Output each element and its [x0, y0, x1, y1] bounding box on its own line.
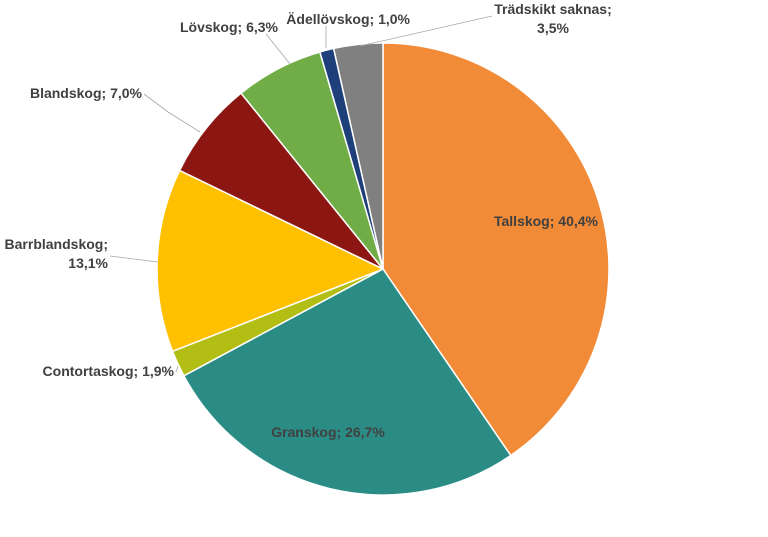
pie-slice-barrblandskog: [156, 169, 385, 353]
leader-line: [265, 33, 291, 65]
leader-line: [175, 365, 179, 373]
slice-label: Barrblandskog; 13,1%: [5, 236, 109, 271]
leader-line: [143, 93, 201, 133]
slice-label-line: Ädellövskog; 1,0%: [286, 11, 410, 27]
slice-label-line: Tallskog; 40,4%: [494, 213, 599, 229]
slice-label-line: Contortaskog; 1,9%: [43, 363, 175, 379]
slice-label: Tallskog; 40,4%: [494, 213, 599, 229]
pie-labels: Tallskog; 40,4% Granskog; 26,7% Contortask…: [5, 1, 612, 440]
pie-slice-granskog: [182, 268, 512, 496]
slice-label: Contortaskog; 1,9%: [43, 363, 175, 379]
slice-label-line: 13,1%: [68, 255, 108, 271]
leader-line: [109, 255, 159, 263]
slice-label-line: Barrblandskog;: [5, 236, 108, 252]
slice-label: Trädskikt saknas; 3,5%: [494, 1, 612, 36]
pie-slice-trädskikt-saknas: [332, 42, 384, 270]
slice-label-line: Blandskog; 7,0%: [30, 85, 143, 101]
slice-label-line: Trädskikt saknas;: [494, 1, 612, 17]
pie-slices: [156, 42, 610, 496]
slice-label: Lövskog; 6,3%: [180, 19, 279, 35]
slice-label: Granskog; 26,7%: [271, 424, 385, 440]
slice-label-line: Lövskog; 6,3%: [180, 19, 279, 35]
pie-slice-tallskog: [382, 42, 610, 457]
slice-label-line: Granskog; 26,7%: [271, 424, 385, 440]
slice-label-line: 3,5%: [537, 20, 569, 36]
slice-label: Blandskog; 7,0%: [30, 85, 143, 101]
leader-line: [359, 15, 493, 47]
slice-label: Ädellövskog; 1,0%: [286, 11, 410, 27]
